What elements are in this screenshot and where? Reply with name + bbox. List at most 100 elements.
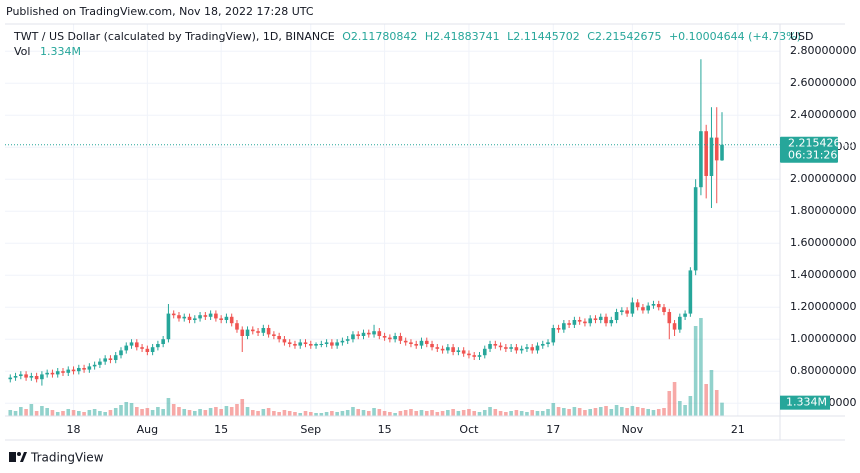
volume-bar <box>314 413 318 416</box>
volume-bar <box>709 370 714 416</box>
volume-bar <box>704 384 708 416</box>
volume-bar <box>699 318 703 416</box>
volume-bar <box>419 410 424 416</box>
volume-value: 1.334M <box>40 45 81 58</box>
x-tick-label: 21 <box>731 423 745 436</box>
volume-bar <box>187 410 192 416</box>
candle-body <box>446 347 450 351</box>
candle-body <box>361 332 366 336</box>
candle-body <box>498 345 503 348</box>
y-tick-label: 1.60000000 <box>790 236 856 249</box>
volume-bar <box>667 391 672 416</box>
candle-body <box>509 347 513 349</box>
candle-body <box>103 358 107 362</box>
published-note: Published on TradingView.com, Nov 18, 20… <box>6 5 314 18</box>
volume-legend: Vol 1.334M <box>14 45 81 58</box>
candle-body <box>177 315 181 319</box>
volume-bar <box>45 408 49 416</box>
volume-bar <box>641 408 645 416</box>
candle-body <box>55 371 60 375</box>
candle-body <box>372 331 376 335</box>
x-tick-label: Nov <box>622 423 644 436</box>
candle-body <box>377 331 382 336</box>
candle-body <box>124 345 129 351</box>
candle-body <box>245 329 250 336</box>
candle-body <box>140 347 144 349</box>
volume-bar <box>119 405 123 416</box>
volume-bar <box>372 408 376 416</box>
y-tick-label: 2.00000000 <box>790 172 856 185</box>
volume-bar <box>272 411 276 416</box>
volume-bar <box>693 326 698 416</box>
volume-bar <box>414 411 419 416</box>
candle-body <box>166 313 171 340</box>
candle-body <box>272 334 276 336</box>
volume-bar <box>382 411 387 416</box>
volume-bar <box>456 411 461 416</box>
volume-bar <box>388 412 392 416</box>
candle-body <box>635 302 640 308</box>
volume-bar <box>13 411 18 416</box>
candle-body <box>77 368 81 372</box>
volume-bar <box>166 398 171 416</box>
candle-body <box>435 347 440 349</box>
volume-bar <box>604 406 608 416</box>
volume-bar <box>161 409 165 416</box>
candle-body <box>335 342 339 346</box>
candle-body <box>403 340 408 343</box>
candle-body <box>29 376 34 378</box>
volume-bar <box>203 410 208 416</box>
volume-badge-label: 1.334M <box>786 396 827 409</box>
candle-body <box>683 313 687 317</box>
volume-bar <box>446 410 450 416</box>
volume-bar <box>177 407 181 416</box>
candle-body <box>419 340 424 346</box>
candle-body <box>382 336 387 338</box>
logo-shape <box>20 452 27 462</box>
candle-body <box>577 320 582 322</box>
candle-body <box>556 328 561 330</box>
volume-bar <box>171 404 176 416</box>
candle-body <box>156 344 160 348</box>
volume-bar <box>683 405 687 416</box>
volume-bar <box>546 409 550 416</box>
y-tick-label: 1.40000000 <box>790 268 856 281</box>
volume-bar <box>651 410 656 416</box>
candle-body <box>714 137 719 161</box>
candle-body <box>24 374 28 378</box>
candle-body <box>150 347 155 352</box>
candle-body <box>488 344 492 349</box>
volume-bar <box>345 410 350 416</box>
y-tick-label: 1.80000000 <box>790 204 856 217</box>
candle-body <box>340 340 345 343</box>
volume-bar <box>398 411 403 416</box>
volume-bar <box>530 410 535 416</box>
volume-bar <box>519 411 524 416</box>
countdown: 06:31:26 <box>788 149 837 162</box>
candle-body <box>345 339 350 341</box>
candle-body <box>477 355 482 357</box>
candle-body <box>551 328 556 343</box>
volume-bar <box>424 411 429 416</box>
candle-body <box>562 323 566 330</box>
candle-body <box>87 366 92 370</box>
volume-bar <box>82 412 86 416</box>
volume-bar <box>477 412 482 416</box>
volume-bar <box>482 410 487 416</box>
volume-bar <box>635 407 640 416</box>
volume-bar <box>656 409 661 416</box>
candle-body <box>482 348 487 356</box>
volume-bar <box>214 407 218 416</box>
volume-bar <box>662 408 666 416</box>
candle-body <box>667 312 672 324</box>
change: +0.10004644 (+4.73%) <box>669 30 801 43</box>
volume-bar <box>672 382 677 416</box>
volume-bar <box>598 407 603 416</box>
candle-body <box>235 323 239 330</box>
volume-bar <box>287 411 292 416</box>
candle-body <box>293 344 297 346</box>
candle-body <box>113 355 118 360</box>
ohlc-low: L2.11445702 <box>507 30 580 43</box>
